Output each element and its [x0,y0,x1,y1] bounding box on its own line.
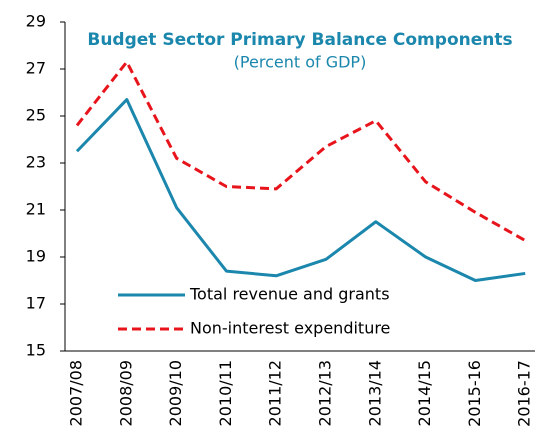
x-tick-label: 2009/10 [166,360,185,426]
x-tick-label: 2015-16 [465,360,484,427]
series-line [75,60,526,242]
x-tick-label: 2007/08 [67,360,86,426]
y-tick-label: 25 [26,106,46,125]
y-tick-label: 23 [26,153,46,172]
x-tick-label: 2013/14 [365,360,384,426]
x-tick-label: 2014/15 [415,360,434,426]
legend-label: Non-interest expenditure [190,319,390,338]
x-tick-label: 2011/12 [266,360,285,426]
y-tick-label: 15 [26,341,46,360]
chart-title: Budget Sector Primary Balance Components [87,30,512,50]
y-tick-label: 27 [26,59,46,78]
y-tick-label: 17 [26,294,46,313]
legend-label: Total revenue and grants [189,285,390,304]
y-tick-label: 19 [26,247,46,266]
y-tick-label: 29 [26,12,46,31]
series-line [75,98,526,282]
x-tick-label: 2008/09 [116,360,135,426]
x-tick-label: 2010/11 [216,360,235,426]
y-tick-label: 21 [26,200,46,219]
chart-subtitle: (Percent of GDP) [234,53,367,72]
x-tick-label: 2016-17 [515,360,534,427]
x-tick-label: 2012/13 [316,360,335,426]
